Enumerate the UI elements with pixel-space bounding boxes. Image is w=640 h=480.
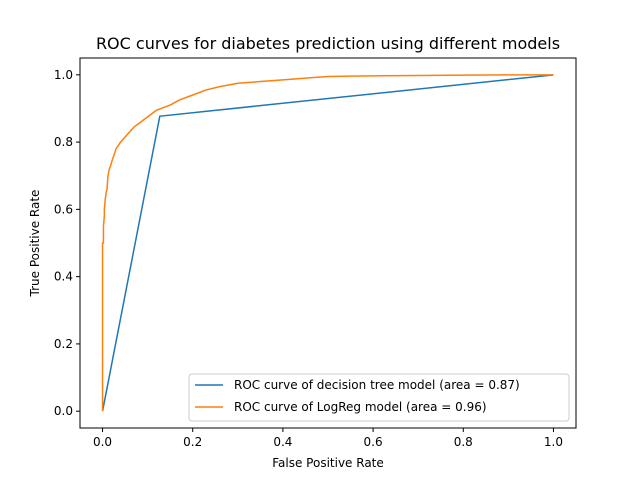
x-axis-label: False Positive Rate <box>272 456 384 470</box>
legend-label-decision-tree: ROC curve of decision tree model (area =… <box>234 378 520 392</box>
y-axis-label: True Positive Rate <box>28 190 42 298</box>
plot-area <box>79 57 577 429</box>
legend-box <box>188 373 570 422</box>
series-line-1 <box>101 74 554 412</box>
y-tick-label: 0.4 <box>54 270 73 284</box>
legend: ROC curve of decision tree model (area =… <box>188 373 570 422</box>
series-line-0 <box>101 74 554 412</box>
y-tick-label: 0.2 <box>54 337 73 351</box>
x-tick-label: 0.0 <box>93 435 112 449</box>
x-tick-label: 0.6 <box>364 435 383 449</box>
y-tick-label: 0.6 <box>54 202 73 216</box>
axes-frame <box>79 57 577 429</box>
chart-title: ROC curves for diabetes prediction using… <box>96 34 560 53</box>
series-layer <box>101 74 554 412</box>
legend-label-logreg: ROC curve of LogReg model (area = 0.96) <box>234 400 487 414</box>
x-tick-label: 0.8 <box>454 435 473 449</box>
x-tick-label: 1.0 <box>544 435 563 449</box>
y-tick-label: 0.8 <box>54 135 73 149</box>
x-tick-label: 0.4 <box>273 435 292 449</box>
x-axis-ticks: 0.0 0.2 0.4 0.6 0.8 1.0 <box>93 428 563 449</box>
y-tick-label: 0.0 <box>54 404 73 418</box>
x-tick-label: 0.2 <box>183 435 202 449</box>
y-axis-ticks: 0.0 0.2 0.4 0.6 0.8 1.0 <box>54 68 80 418</box>
y-tick-label: 1.0 <box>54 68 73 82</box>
